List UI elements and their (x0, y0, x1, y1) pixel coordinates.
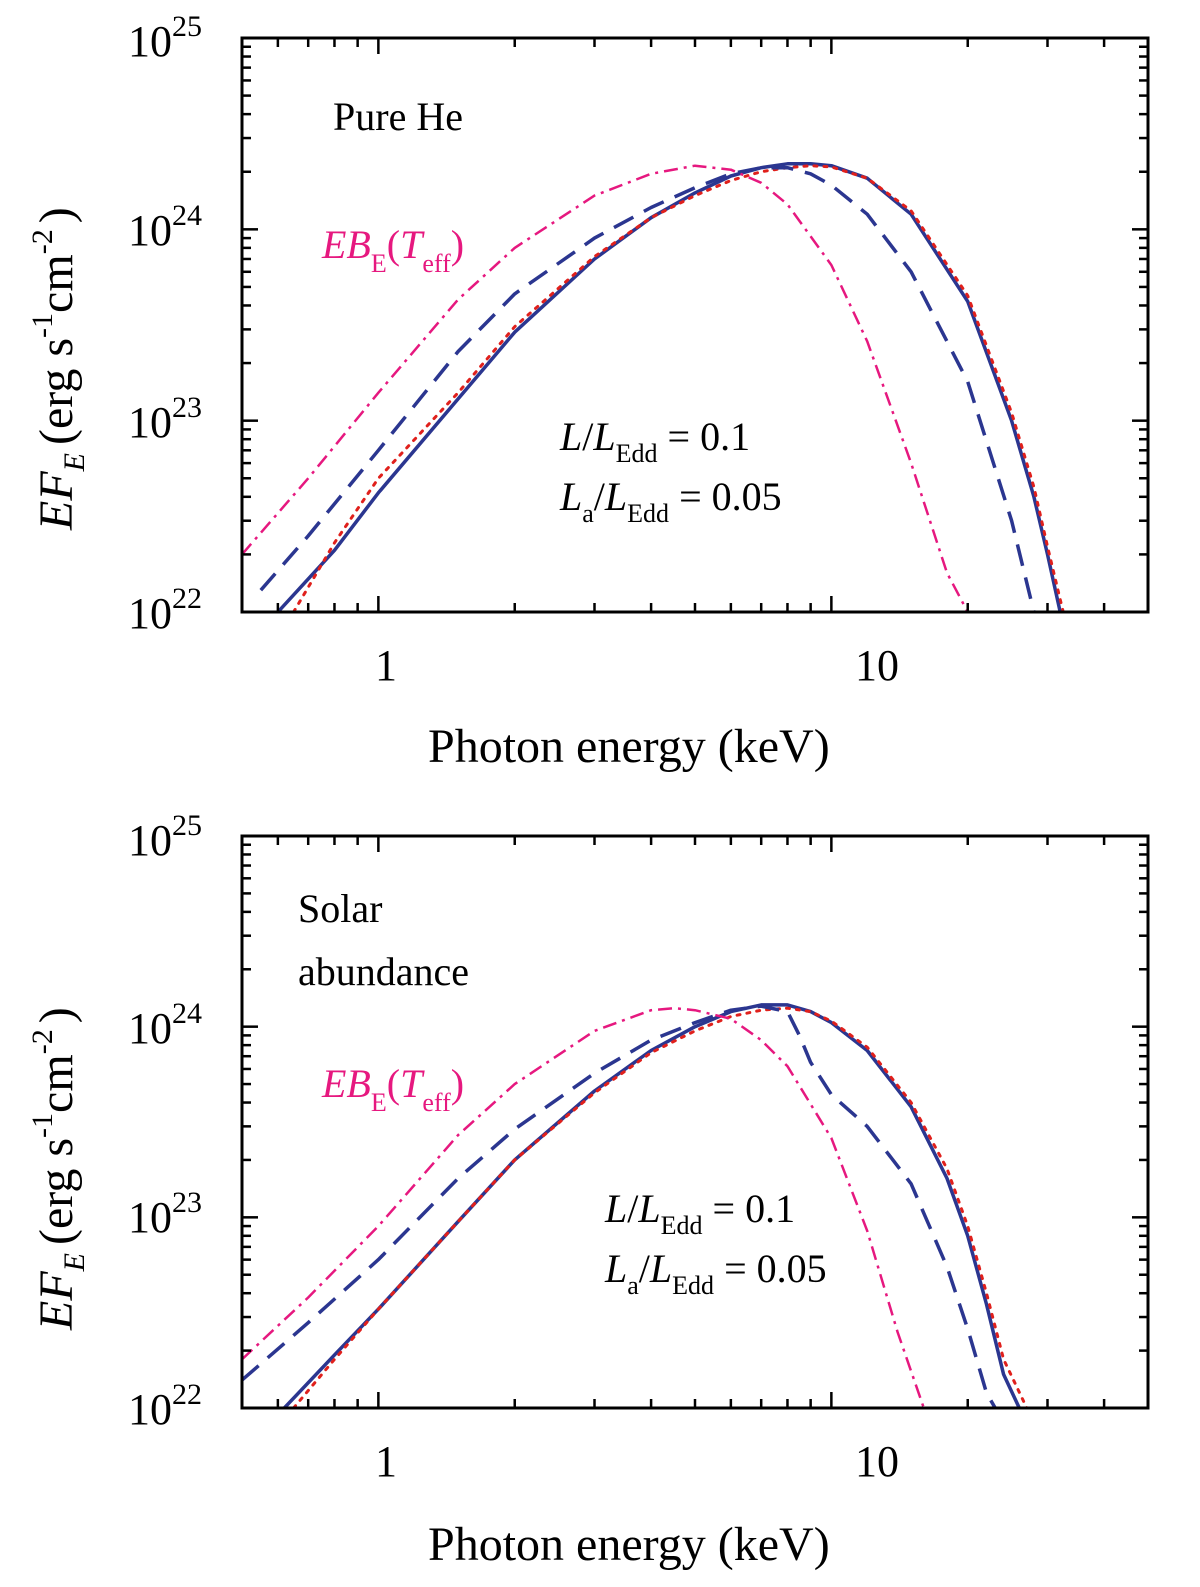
x-axis-title: Photon energy (keV) (428, 720, 830, 773)
param-luminosity: L/LEdd = 0.1 (559, 414, 750, 468)
bottom-curves (242, 1003, 1029, 1408)
series-dashed (259, 165, 1036, 612)
y-tick-label: 1024 (128, 997, 202, 1053)
param-accretion-luminosity: La/LEdd = 0.05 (604, 1246, 827, 1300)
panel-label-line2: abundance (298, 949, 469, 994)
x-tick-label: 1 (375, 1437, 397, 1486)
x-tick-label: 10 (855, 1437, 899, 1486)
top-panel: 1025 1024 1023 1022 1 10 Photon energy (… (26, 10, 1150, 773)
y-tick-label: 1024 (128, 199, 202, 255)
y-tick-label: 1025 (128, 10, 202, 66)
y-tick-label: 1023 (128, 1186, 202, 1242)
blackbody-label: EBE(Teff) (321, 222, 464, 278)
x-tick-label: 1 (375, 641, 397, 690)
param-luminosity: L/LEdd = 0.1 (604, 1186, 795, 1240)
series-blackbody (242, 164, 969, 612)
x-tick-label: 10 (855, 641, 899, 690)
x-axis-title: Photon energy (keV) (428, 1518, 830, 1571)
y-axis-title: EFE(erg s-1cm-2) (26, 1007, 91, 1331)
series-dotted (292, 1006, 1029, 1408)
y-tick-label: 1022 (128, 1378, 202, 1434)
y-tick-label: 1022 (128, 582, 202, 638)
blackbody-label: EBE(Teff) (321, 1061, 464, 1117)
param-accretion-luminosity: La/LEdd = 0.05 (559, 474, 782, 528)
panel-label: Pure He (333, 94, 463, 139)
series-blackbody (242, 1006, 925, 1408)
y-tick-label: 1023 (128, 391, 202, 447)
panel-label-line1: Solar (298, 886, 382, 931)
y-axis-title: EFE(erg s-1cm-2) (26, 207, 91, 531)
bottom-plot-frame (240, 834, 1150, 1410)
series-solid (276, 162, 1062, 612)
y-tick-label: 1025 (128, 809, 202, 865)
series-dotted (292, 164, 1065, 612)
bottom-panel: 1025 1024 1023 1022 1 10 Photon energy (… (26, 809, 1150, 1571)
series-dashed (242, 1004, 997, 1408)
top-curves (242, 162, 1065, 612)
top-plot-frame (240, 36, 1150, 614)
